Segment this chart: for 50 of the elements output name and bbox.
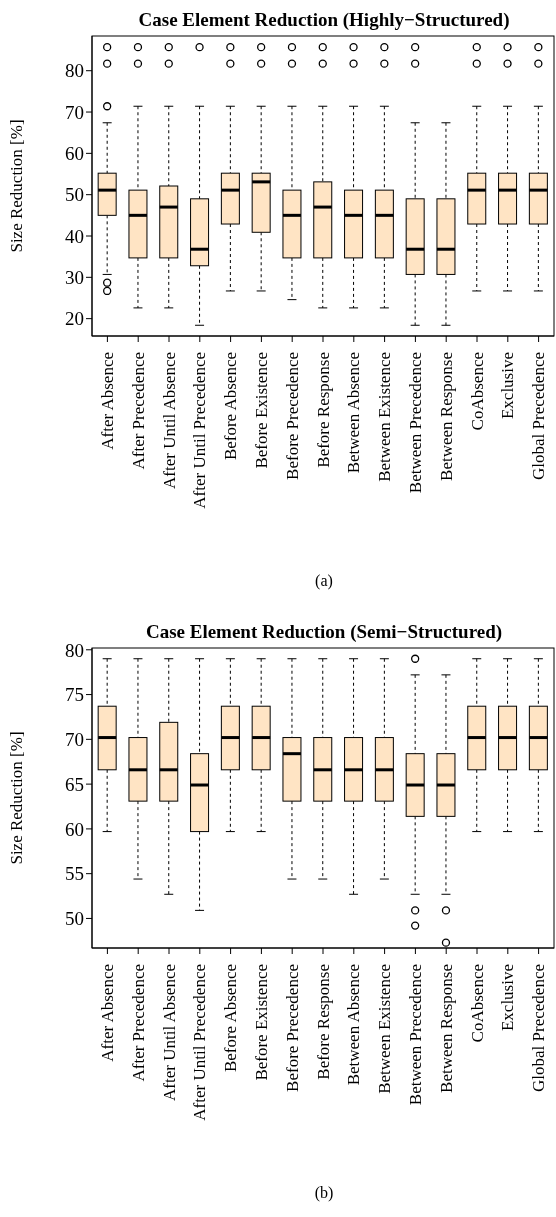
x-tick-label: Exclusive xyxy=(498,352,518,420)
chart-title: Case Element Reduction (Semi−Structured) xyxy=(145,621,503,642)
x-tick-label: Before Existence xyxy=(251,352,271,469)
x-tick-label: After Until Precedence xyxy=(190,964,210,1121)
y-tick-label: 80 xyxy=(65,639,84,661)
text: (a) xyxy=(314,572,334,590)
x-tick-label: Before Response xyxy=(313,352,333,468)
x-tick-label: Before Existence xyxy=(251,964,271,1081)
x-tick-label: Exclusive xyxy=(498,964,518,1032)
x-tick-label: After Absence xyxy=(97,352,117,450)
x-tick-label: Between Absence xyxy=(344,352,364,474)
chart-title: Case Element Reduction (Highly−Structured) xyxy=(137,8,511,32)
x-tick-label: Before Precedence xyxy=(282,352,302,480)
x-tick-label: After Until Precedence xyxy=(190,352,210,509)
y-tick-label: 50 xyxy=(65,184,84,206)
text: (b) xyxy=(313,1184,335,1202)
x-tick-label: After Until Absence xyxy=(159,352,179,489)
x-tick-label: After Absence xyxy=(97,964,117,1062)
y-tick-label: 60 xyxy=(65,818,84,840)
y-tick-label: 40 xyxy=(65,225,84,247)
x-tick-label: Between Response xyxy=(436,352,456,481)
x-tick-label: Between Absence xyxy=(344,964,364,1086)
y-axis-title: Size Reduction [%] xyxy=(7,119,27,253)
x-tick-label: CoAbsence xyxy=(467,352,487,431)
y-tick-label: 70 xyxy=(65,101,84,123)
x-tick-label: Between Existence xyxy=(375,964,395,1094)
x-tick-label: Between Precedence xyxy=(405,964,425,1106)
y-tick-label: 80 xyxy=(65,60,84,82)
y-tick-label: 65 xyxy=(65,773,84,795)
x-tick-label: Before Response xyxy=(313,964,333,1080)
x-tick-label: CoAbsence xyxy=(467,964,487,1043)
x-tick-label: Between Precedence xyxy=(405,352,425,494)
x-tick-label: Before Absence xyxy=(221,964,241,1073)
x-tick-label: Global Precedence xyxy=(529,352,549,480)
y-tick-label: 50 xyxy=(65,908,84,930)
y-tick-label: 70 xyxy=(65,729,84,751)
x-tick-label: Before Absence xyxy=(221,352,241,461)
x-tick-label: After Until Absence xyxy=(159,964,179,1101)
y-tick-label: 75 xyxy=(65,684,84,706)
x-tick-label: Between Existence xyxy=(375,352,395,482)
y-tick-label: 30 xyxy=(65,267,84,289)
y-tick-label: 60 xyxy=(65,143,84,165)
y-tick-label: 55 xyxy=(65,863,84,885)
y-tick-label: 20 xyxy=(65,308,84,330)
x-tick-label: After Precedence xyxy=(128,964,148,1082)
x-tick-label: Before Precedence xyxy=(282,964,302,1092)
x-tick-label: Global Precedence xyxy=(529,964,549,1092)
x-tick-label: After Precedence xyxy=(128,352,148,470)
x-tick-label: Between Response xyxy=(436,964,456,1093)
y-axis-title: Size Reduction [%] xyxy=(7,731,27,865)
